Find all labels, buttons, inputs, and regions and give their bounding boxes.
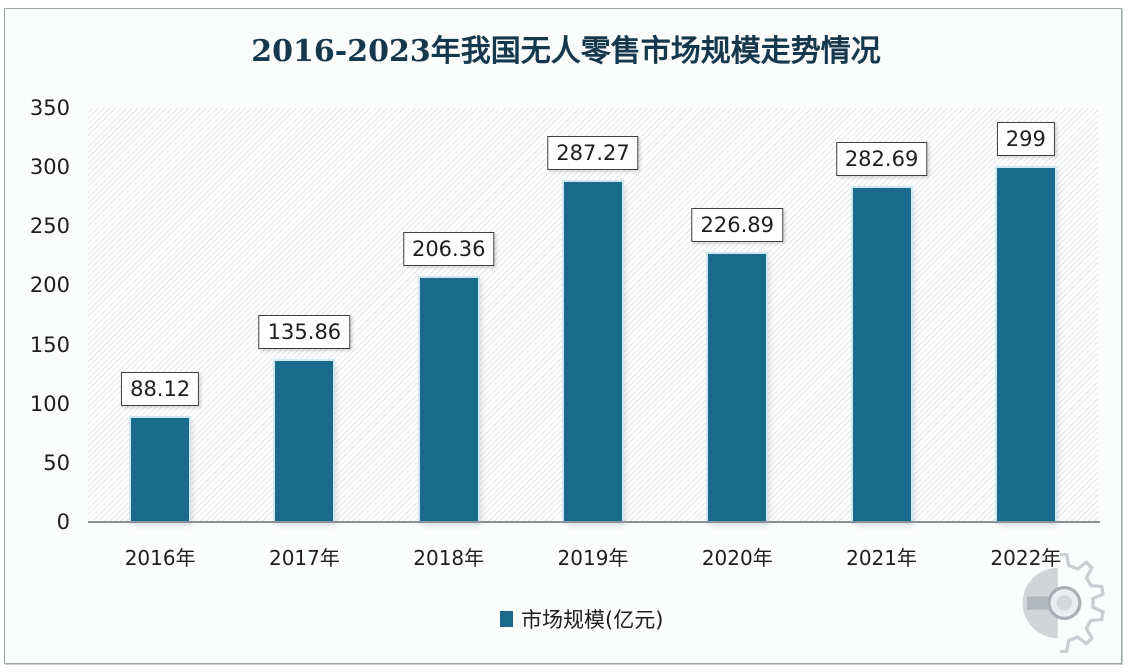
bar [131, 417, 190, 522]
data-label: 88.12 [121, 371, 200, 406]
bar [852, 187, 911, 522]
x-axis-line [88, 521, 1100, 523]
y-tick: 250 [29, 214, 70, 239]
y-tick: 0 [56, 510, 70, 534]
x-tick: 2018年 [413, 546, 485, 570]
bar [564, 182, 622, 522]
data-label: 135.86 [258, 315, 351, 350]
bar [996, 168, 1055, 522]
x-tick: 2016年 [124, 546, 196, 570]
data-label: 287.27 [547, 136, 639, 171]
data-label: 299 [996, 122, 1055, 157]
x-tick: 2022年 [990, 546, 1062, 570]
x-tick: 2017年 [268, 546, 340, 570]
y-tick: 350 [29, 96, 70, 120]
bar [708, 253, 767, 522]
chart-title: 2016-2023年我国无人零售市场规模走势情况 [251, 34, 881, 69]
x-tick: 2021年 [846, 546, 918, 570]
legend-swatch [500, 611, 513, 627]
legend: 市场规模(亿元) [500, 604, 663, 634]
data-label: 282.69 [835, 141, 928, 176]
x-tick: 2020年 [701, 546, 773, 570]
data-label: 226.89 [691, 207, 784, 242]
bar [419, 277, 478, 522]
y-tick: 200 [29, 273, 70, 298]
gear-icon [1022, 552, 1105, 654]
legend-label: 市场规模(亿元) [521, 608, 664, 632]
y-tick: 100 [29, 391, 70, 416]
bar [275, 361, 334, 522]
x-tick: 2019年 [557, 546, 629, 570]
data-label: 206.36 [402, 231, 495, 266]
y-tick: 150 [29, 332, 70, 357]
y-tick: 300 [29, 155, 70, 180]
y-tick: 50 [43, 450, 70, 475]
